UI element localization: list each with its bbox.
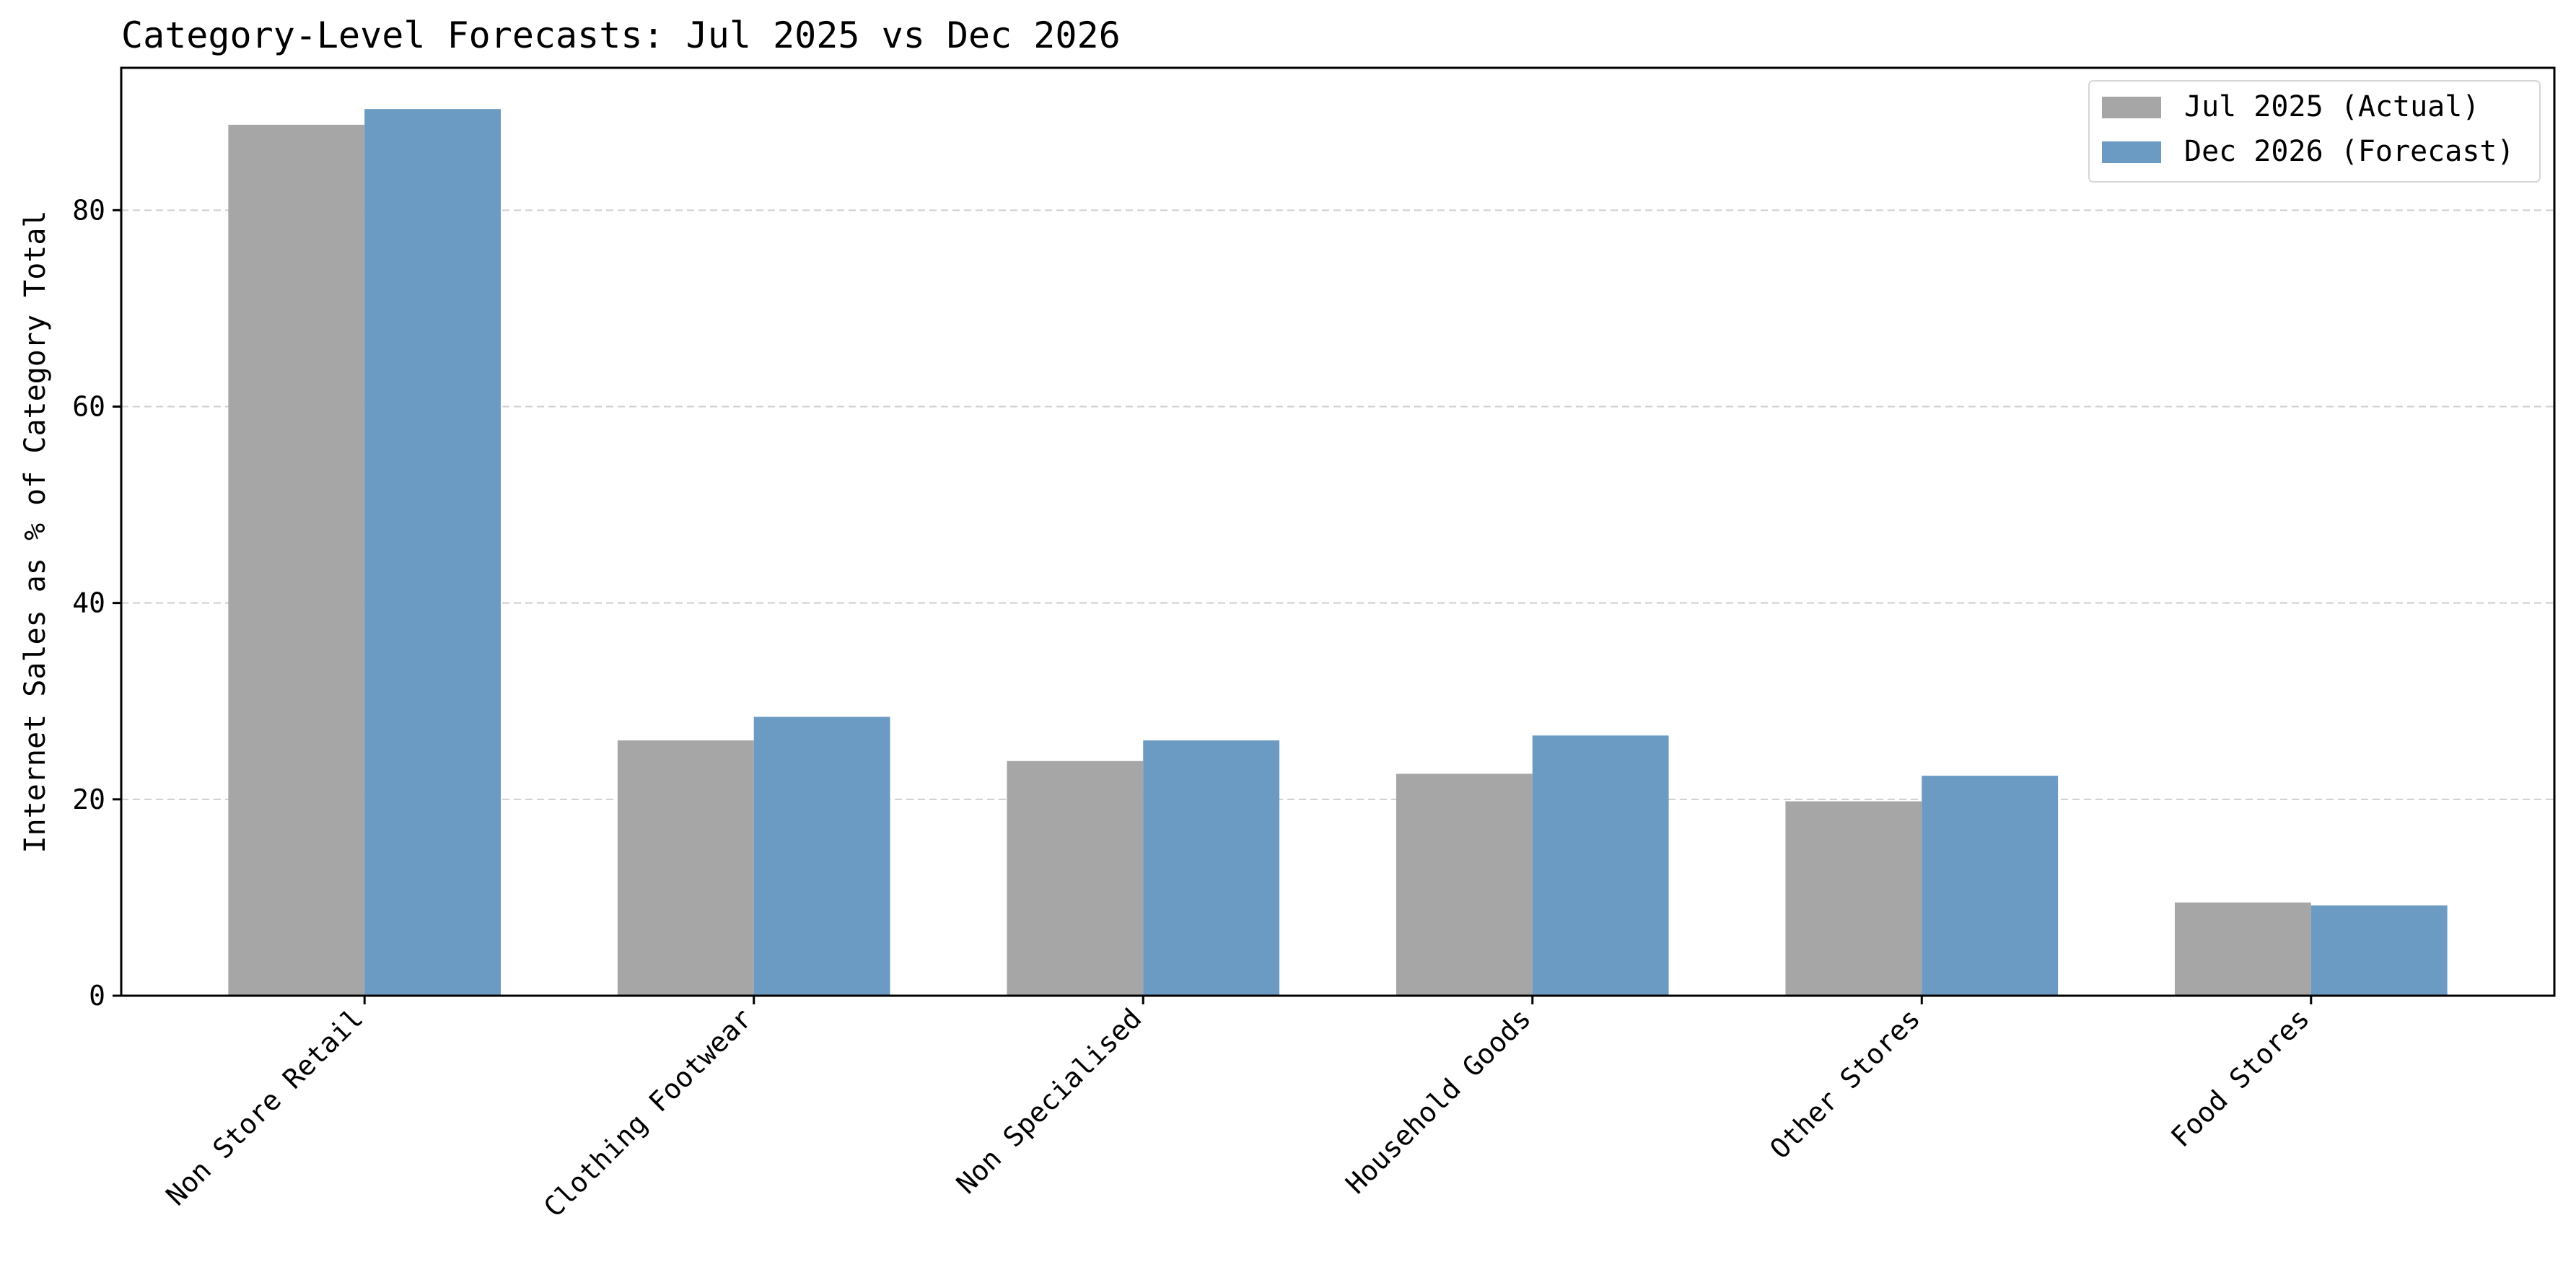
bar-actual <box>2174 902 2311 996</box>
x-tick-label: Other Stores <box>1764 1002 1926 1165</box>
bar-forecast <box>2310 905 2448 996</box>
legend-box <box>2088 80 2541 183</box>
chart-title: Category-Level Forecasts: Jul 2025 vs De… <box>121 14 1121 56</box>
bar-forecast <box>753 716 890 996</box>
x-tick-label: Household Goods <box>1339 1002 1537 1200</box>
x-tick-label: Non Specialised <box>950 1002 1148 1200</box>
bar-forecast <box>1143 740 1280 996</box>
legend-swatch <box>2102 141 2161 163</box>
y-tick-label: 20 <box>72 784 105 815</box>
bars <box>228 109 2448 996</box>
y-axis-label: Internet Sales as % of Category Total <box>19 210 52 853</box>
bar-actual <box>228 124 365 996</box>
x-tick-label: Food Stores <box>2165 1002 2316 1153</box>
gridlines <box>121 209 2554 800</box>
legend-label: Dec 2026 (Forecast) <box>2184 135 2515 168</box>
bar-actual <box>1396 773 1533 996</box>
x-tick-label: Non Store Retail <box>160 1002 369 1211</box>
y-axis: 0 20 40 60 80 <box>72 194 121 1012</box>
y-tick-label: 0 <box>89 980 105 1012</box>
x-axis: Non Store Retail Clothing Footwear Non Spe… <box>160 996 2316 1223</box>
legend: Jul 2025 (Actual) Dec 2026 (Forecast) <box>2088 80 2541 183</box>
plot-frame <box>120 66 2556 997</box>
y-tick-label: 80 <box>72 194 105 226</box>
legend-label: Jul 2025 (Actual) <box>2184 90 2479 123</box>
bar-actual <box>1007 760 1144 996</box>
y-tick-label: 60 <box>72 390 105 422</box>
x-tick-label: Clothing Footwear <box>538 1002 758 1223</box>
bar-actual <box>1785 801 1922 996</box>
bar-forecast <box>1532 735 1669 996</box>
bar-forecast <box>364 109 501 996</box>
y-tick-label: 40 <box>72 587 105 619</box>
legend-swatch <box>2102 97 2161 118</box>
bar-actual <box>617 740 754 996</box>
bar-forecast <box>1922 776 2059 996</box>
